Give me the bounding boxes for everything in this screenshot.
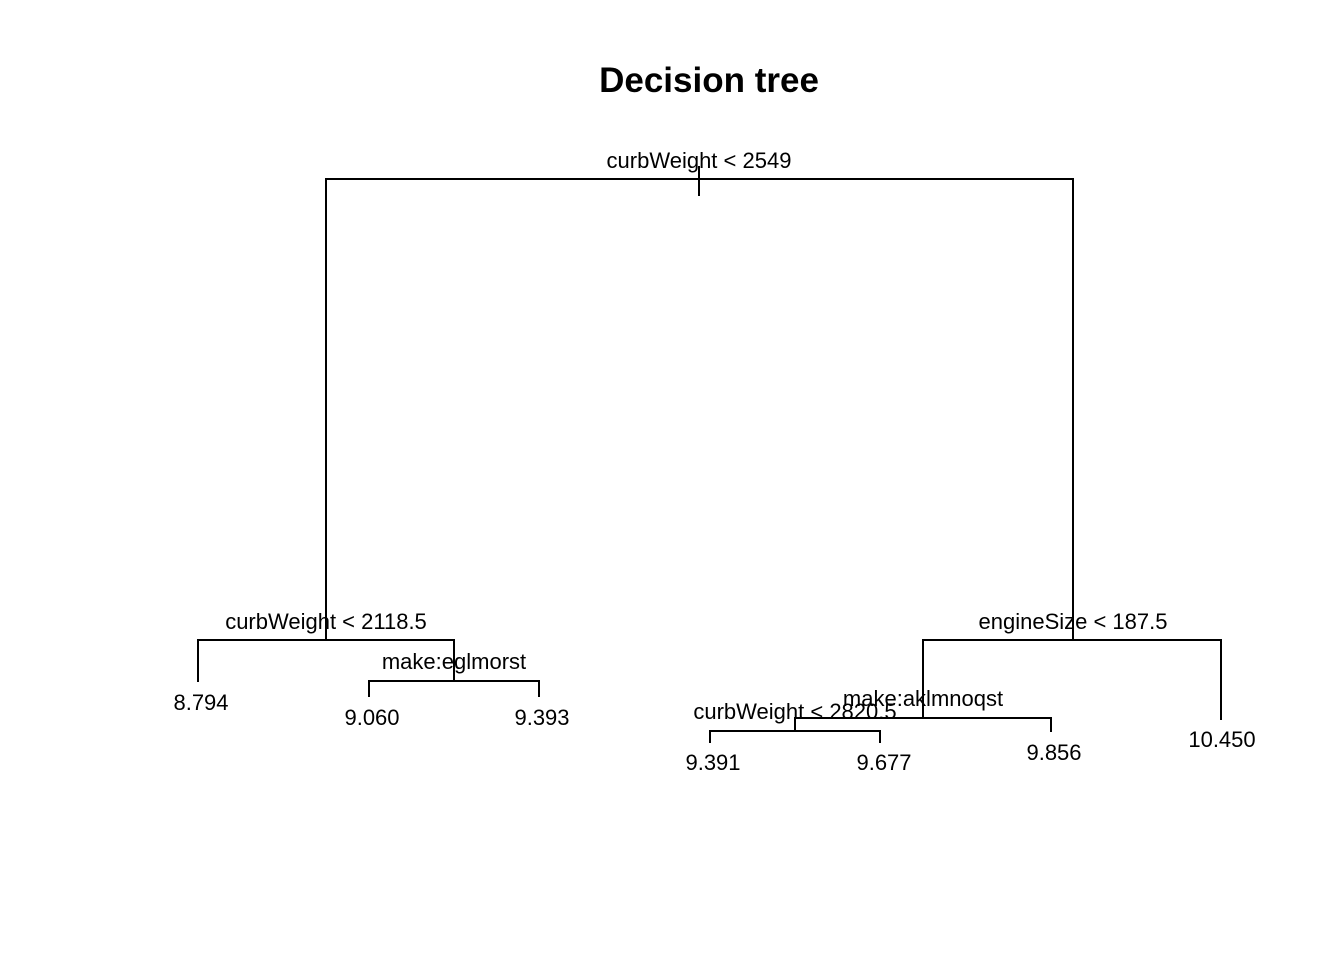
leaf-value: 9.393 [514, 705, 569, 730]
make-aklmnoqst-branch [794, 717, 1052, 732]
tree-edges [197, 166, 1222, 743]
plot-title: Decision tree [599, 61, 819, 100]
leaf-value: 8.794 [173, 690, 228, 715]
leaf-labels: 8.794 9.060 9.393 9.391 9.677 9.856 10.4… [173, 690, 1255, 775]
split-label-curbweight-2820: curbWeight < 2820.5 [693, 699, 896, 724]
split-label-curbweight-2118: curbWeight < 2118.5 [225, 609, 427, 634]
split-label-make-aklmnoqst: make:aklmnoqst [843, 686, 1003, 711]
split-label-enginesize: engineSize < 187.5 [979, 609, 1168, 634]
right-branch [922, 639, 1222, 720]
split-label-make-eglmorst: make:eglmorst [382, 649, 526, 674]
curbweight-2820-branch [709, 730, 881, 743]
split-label-root: curbWeight < 2549 [607, 148, 792, 173]
leaf-value: 9.856 [1026, 740, 1081, 765]
leaf-value: 10.450 [1188, 727, 1255, 752]
left-branch [197, 639, 455, 682]
root-branch [325, 178, 1074, 640]
leaf-value: 9.391 [685, 750, 740, 775]
leaf-value: 9.060 [344, 705, 399, 730]
make-eglmorst-branch [368, 680, 540, 697]
split-labels: curbWeight < 2549 curbWeight < 2118.5 ma… [225, 148, 1167, 724]
leaf-value: 9.677 [856, 750, 911, 775]
